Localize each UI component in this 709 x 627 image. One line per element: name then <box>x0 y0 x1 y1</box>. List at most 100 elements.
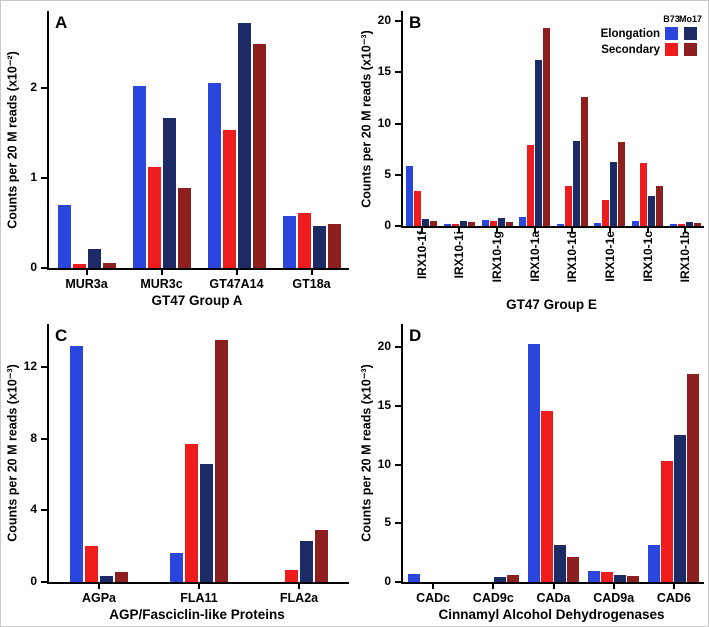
x-major-tick <box>672 584 675 589</box>
bar-mur3a-b73-elongation <box>57 204 71 268</box>
y-major-tick <box>395 405 401 408</box>
x-axis-title-c: AGP/Fasciclin-like Proteins <box>109 607 285 622</box>
y-tick-label: 5 <box>384 515 391 530</box>
plot-area-b: 0 5 10 15 20 IRX10-1f IRX10-1i IRX10-1g IRX10-1a… <box>378 11 704 282</box>
y-tick-label: 5 <box>384 166 391 181</box>
x-tick-label: IRX10-1d <box>565 231 580 283</box>
x-major-tick <box>552 584 555 589</box>
x-major-tick <box>571 228 574 233</box>
y-axis-title-b: Counts per 20 M reads (x10⁻³) <box>359 29 374 208</box>
x-tick-label: IRX10-1a <box>527 231 542 282</box>
x-major-tick <box>608 228 611 233</box>
x-tick-label: IRX10-1f <box>414 231 429 280</box>
bar-irx10-1b-mo17-elongation <box>685 222 693 226</box>
panel-d: 0 5 10 15 20 CADc CAD9c CADa CAD9a CAD6 Cinnamyl A… <box>355 314 708 626</box>
x-major-tick <box>533 228 536 233</box>
legend: B73 Mo17 Elongation Secondary <box>600 14 702 56</box>
bar-irx10-1b-mo17-secondary <box>693 223 701 226</box>
bar-mur3a-mo17-secondary <box>102 262 116 268</box>
bar-cad9a-b73-elongation <box>588 571 601 582</box>
bar-fla11-b73-secondary <box>185 444 198 582</box>
bar-cada-mo17-elongation <box>554 544 566 582</box>
y-tick-label: 0 <box>384 218 391 232</box>
y-major-tick <box>395 20 401 23</box>
bar-gt18a-b73-elongation <box>282 215 296 268</box>
bar-irx10-1f-b73-secondary <box>414 191 422 226</box>
y-tick-label: 20 <box>377 339 391 354</box>
panel-c: 0 4 8 12 AGPa FLA11 FLA2a AGP/Fasciclin-like Pr… <box>1 314 355 626</box>
x-axis-title-b: GT47 Group E <box>506 297 597 312</box>
y-major-tick <box>395 173 401 176</box>
x-tick-label: FLA11 <box>180 591 218 605</box>
x-tick-label: GT18a <box>292 277 331 291</box>
y-axis-title-d: Counts per 20 M reads (x10⁻³) <box>359 364 374 542</box>
bar-agpa-mo17-elongation <box>100 575 113 582</box>
bar-agpa-mo17-secondary <box>115 572 128 582</box>
x-major-tick <box>612 584 615 589</box>
x-major-tick <box>684 228 687 233</box>
y-tick-label: 15 <box>377 64 391 79</box>
bar-fla2a-mo17-elongation <box>300 540 313 582</box>
bar-irx10-1f-mo17-elongation <box>422 218 430 226</box>
x-major-tick <box>85 270 88 275</box>
y-tick-label: 12 <box>23 359 37 373</box>
bar-cada-mo17-secondary <box>567 557 579 582</box>
legend-swatch-mo17-elongation <box>684 27 697 40</box>
plot-area-a: 0 1 2 MUR3a MUR3c GT47A14 GT18a <box>30 11 349 291</box>
bar-irx10-1f-b73-elongation <box>406 165 414 226</box>
bar-irx10-1g-b73-secondary <box>489 220 497 226</box>
bar-irx10-1a-b73-elongation <box>519 216 527 226</box>
legend-swatch-b73-elongation <box>665 27 678 40</box>
bar-irx10-1d-b73-secondary <box>564 186 572 226</box>
x-major-tick <box>646 228 649 233</box>
panel-letter-d: D <box>409 326 422 345</box>
bar-mur3a-b73-secondary <box>72 264 86 268</box>
x-tick-label: CAD9a <box>593 591 635 605</box>
bar-irx10-1e-mo17-elongation <box>610 161 618 226</box>
panel-letter-a: A <box>55 13 68 32</box>
bar-cada-b73-elongation <box>528 343 540 582</box>
bar-irx10-1c-b73-secondary <box>640 162 648 226</box>
y-tick-label: 0 <box>384 574 391 588</box>
bar-cad6-b73-secondary <box>661 461 674 582</box>
x-major-tick <box>496 228 499 233</box>
x-tick-label: IRX10-1e <box>602 231 617 282</box>
x-tick-label: MUR3c <box>140 277 183 291</box>
y-major-tick <box>395 346 401 349</box>
bar-cad9a-b73-secondary <box>601 572 614 582</box>
panel-letter-b: B <box>409 13 422 32</box>
bar-irx10-1d-b73-elongation <box>556 224 564 226</box>
x-tick-label: MUR3a <box>65 277 108 291</box>
bar-cad6-mo17-elongation <box>674 435 687 582</box>
bar-irx10-1g-mo17-secondary <box>505 222 513 226</box>
y-tick-label: 2 <box>30 79 37 94</box>
bar-cadc-b73-elongation <box>407 573 420 582</box>
x-major-tick <box>310 270 313 275</box>
bar-cad6-mo17-secondary <box>687 374 700 582</box>
y-major-tick <box>395 581 401 583</box>
x-major-tick <box>298 584 300 589</box>
bar-irx10-1a-b73-secondary <box>527 145 535 226</box>
x-tick-label: AGPa <box>81 591 117 605</box>
bar-fla11-mo17-secondary <box>215 340 228 582</box>
bar-fla11-b73-elongation <box>170 553 183 582</box>
bar-irx10-1c-mo17-elongation <box>648 196 656 226</box>
y-axis-title-a: Counts per 20 M reads (x10⁻²) <box>5 50 20 229</box>
y-major-tick <box>395 522 401 525</box>
legend-row-label-elongation: Elongation <box>600 27 660 40</box>
bar-mur3c-mo17-secondary <box>177 187 191 268</box>
bar-irx10-1f-mo17-secondary <box>430 220 438 226</box>
legend-swatch-b73-secondary <box>665 43 678 56</box>
bar-irx10-1a-mo17-secondary <box>543 28 551 226</box>
y-axis-title-c: Counts per 20 M reads (x10⁻³) <box>5 364 20 542</box>
bar-gt18a-mo17-secondary <box>327 223 341 268</box>
plot-area-d: 0 5 10 15 20 CADc CAD9c CADa CAD9a CAD6 <box>378 324 704 605</box>
panel-b: 0 5 10 15 20 IRX10-1f IRX10-1i IRX10-1g IRX10-1a… <box>355 1 708 314</box>
bar-mur3c-b73-secondary <box>147 167 161 268</box>
x-major-tick <box>432 584 435 589</box>
y-major-tick <box>41 86 47 89</box>
bar-irx10-1i-mo17-secondary <box>467 221 475 226</box>
x-tick-label: IRX10-1g <box>490 231 505 283</box>
y-tick-label: 10 <box>377 456 391 471</box>
x-major-tick <box>420 228 423 233</box>
